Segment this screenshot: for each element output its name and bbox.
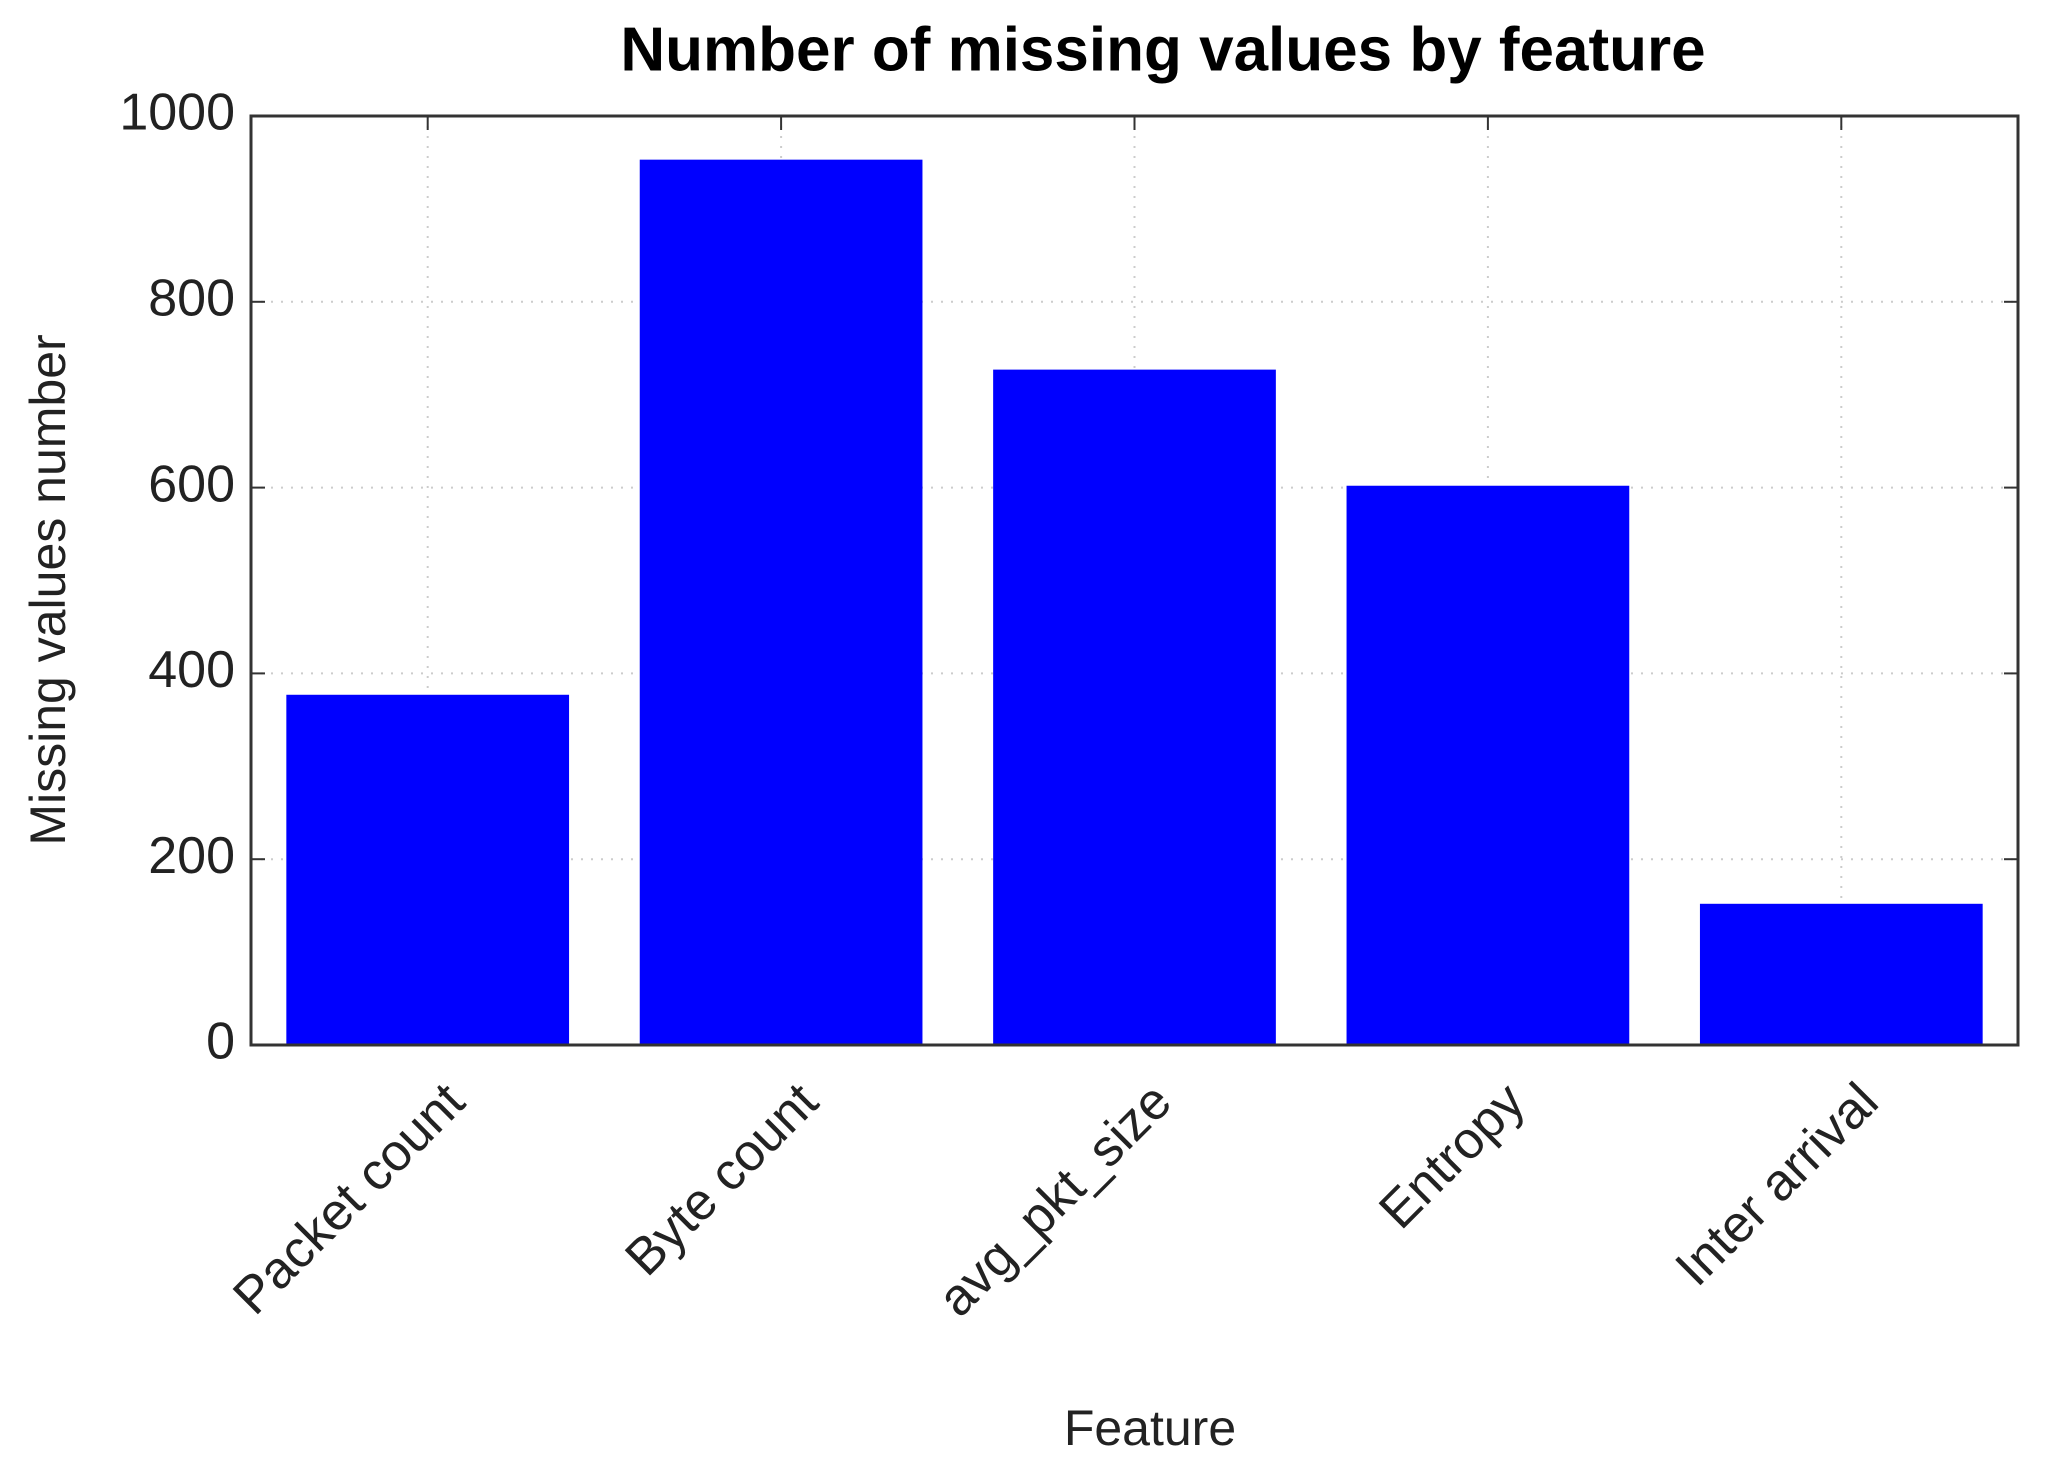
x-tick-label: Entropy [1368, 1072, 1536, 1240]
y-tick-label: 200 [148, 827, 235, 885]
y-tick-label: 400 [148, 641, 235, 699]
bar [1346, 485, 1630, 1045]
bar [639, 159, 923, 1046]
x-axis-label: Feature [1064, 1400, 1236, 1456]
x-tick-label: Packet count [222, 1072, 476, 1326]
y-tick-label: 600 [148, 455, 235, 513]
chart-title: Number of missing values by feature [620, 15, 1705, 84]
y-tick-label: 800 [148, 270, 235, 328]
x-tick-label: Inter arrival [1665, 1072, 1890, 1297]
plot-frame [249, 114, 2020, 1047]
bar [1699, 903, 1983, 1045]
bar [993, 369, 1276, 1045]
bar [286, 694, 570, 1045]
x-tick-label: avg_pkt_size [927, 1072, 1183, 1328]
x-tick-label: Byte count [615, 1072, 830, 1287]
y-tick-label: 0 [206, 1013, 235, 1071]
y-tick-label: 1000 [119, 84, 235, 142]
y-axis-label: Missing values number [20, 334, 76, 845]
